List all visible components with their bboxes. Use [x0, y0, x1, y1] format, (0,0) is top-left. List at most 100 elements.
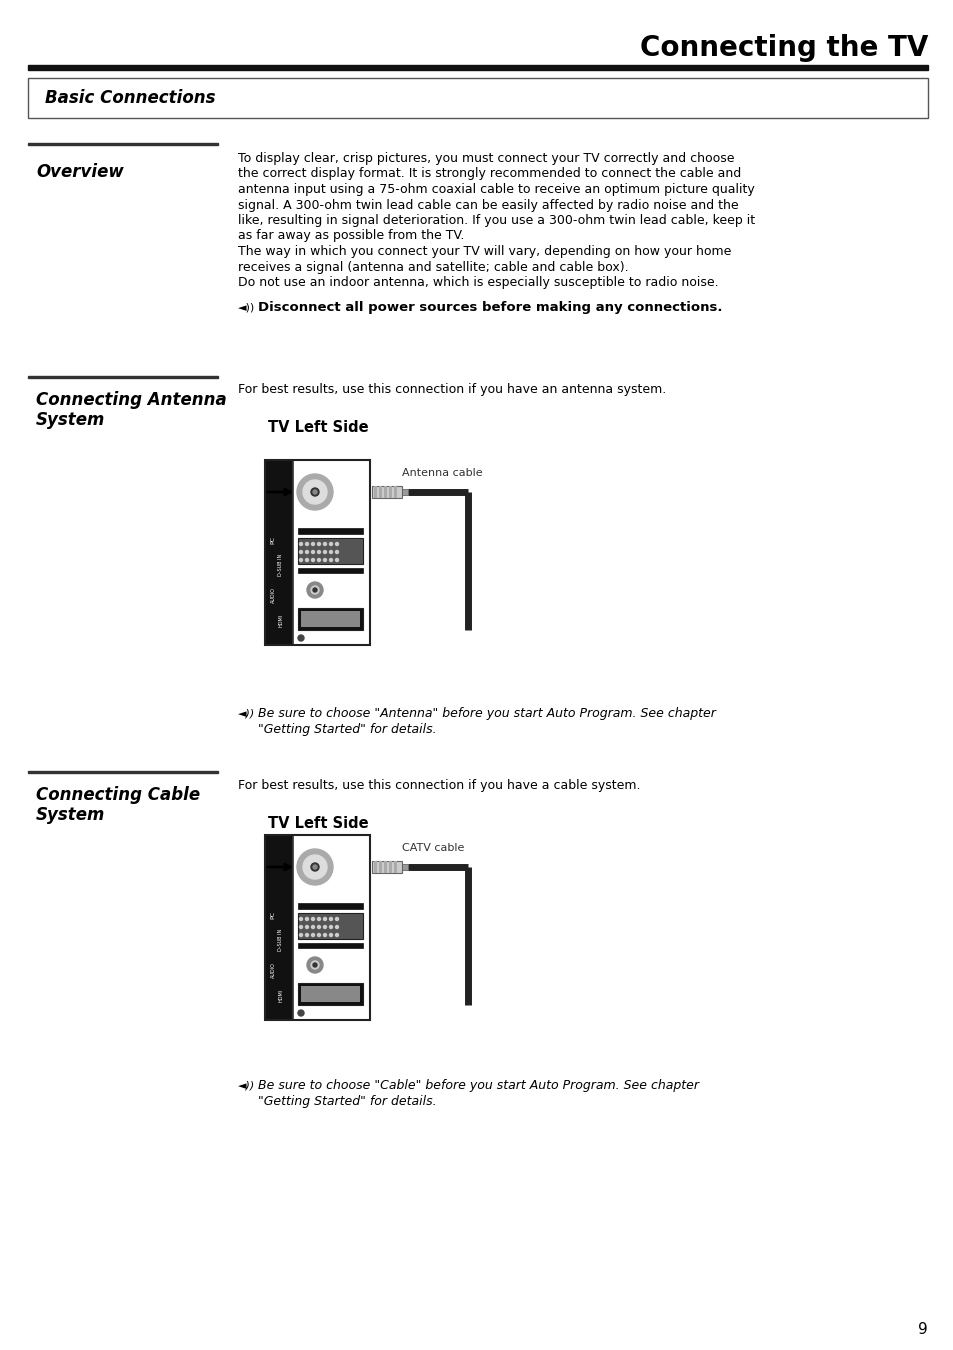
FancyBboxPatch shape: [28, 78, 927, 117]
Bar: [297, 568, 363, 572]
Circle shape: [313, 589, 316, 593]
Bar: [297, 903, 363, 909]
Circle shape: [329, 933, 333, 937]
Text: "Getting Started" for details.: "Getting Started" for details.: [257, 1095, 436, 1107]
Circle shape: [313, 490, 316, 494]
Text: CATV cable: CATV cable: [401, 842, 464, 853]
Bar: [384, 861, 387, 873]
Text: System: System: [36, 806, 105, 824]
Text: TV Left Side: TV Left Side: [268, 420, 368, 436]
Bar: [28, 143, 218, 144]
Text: Be sure to choose "Antenna" before you start Auto Program. See chapter: Be sure to choose "Antenna" before you s…: [257, 706, 715, 720]
Circle shape: [311, 961, 318, 969]
Text: System: System: [36, 410, 105, 429]
Text: To display clear, crisp pictures, you must connect your TV correctly and choose: To display clear, crisp pictures, you mu…: [237, 153, 734, 165]
Text: Connecting Antenna: Connecting Antenna: [36, 392, 227, 409]
Bar: [265, 836, 370, 1021]
Bar: [28, 65, 927, 70]
Circle shape: [312, 918, 314, 921]
Circle shape: [311, 586, 318, 594]
Circle shape: [305, 543, 308, 545]
Circle shape: [303, 855, 327, 879]
Bar: [401, 864, 408, 869]
Text: HDMI: HDMI: [278, 988, 283, 1002]
Circle shape: [311, 487, 318, 495]
Bar: [374, 486, 376, 498]
Bar: [297, 913, 363, 940]
Text: "Getting Started" for details.: "Getting Started" for details.: [257, 722, 436, 736]
Circle shape: [299, 918, 302, 921]
Bar: [372, 861, 401, 873]
Circle shape: [313, 963, 316, 967]
Circle shape: [323, 918, 326, 921]
Circle shape: [335, 918, 338, 921]
Bar: [297, 528, 363, 535]
Bar: [389, 861, 392, 873]
Circle shape: [329, 559, 333, 562]
Circle shape: [323, 551, 326, 554]
Text: For best results, use this connection if you have an antenna system.: For best results, use this connection if…: [237, 383, 665, 397]
Bar: [394, 861, 396, 873]
Circle shape: [312, 551, 314, 554]
Bar: [297, 608, 363, 630]
Text: ◄)): ◄)): [237, 707, 255, 718]
Bar: [293, 460, 370, 645]
Text: Connecting the TV: Connecting the TV: [639, 34, 927, 62]
Circle shape: [313, 865, 316, 869]
Text: AUDIO: AUDIO: [271, 963, 275, 977]
Text: 9: 9: [918, 1323, 927, 1338]
Text: the correct display format. It is strongly recommended to connect the cable and: the correct display format. It is strong…: [237, 167, 740, 181]
Circle shape: [329, 543, 333, 545]
Circle shape: [305, 551, 308, 554]
Circle shape: [305, 926, 308, 929]
Bar: [28, 375, 218, 378]
Text: The way in which you connect your TV will vary, depending on how your home: The way in which you connect your TV wil…: [237, 244, 731, 258]
Circle shape: [303, 481, 327, 504]
Circle shape: [335, 551, 338, 554]
Circle shape: [312, 559, 314, 562]
Bar: [293, 836, 370, 1021]
Text: Connecting Cable: Connecting Cable: [36, 786, 200, 805]
Bar: [378, 861, 381, 873]
Text: AUDIO: AUDIO: [271, 587, 275, 603]
Circle shape: [323, 933, 326, 937]
Circle shape: [297, 634, 304, 641]
Circle shape: [296, 474, 333, 510]
Circle shape: [323, 926, 326, 929]
Circle shape: [317, 551, 320, 554]
Circle shape: [305, 918, 308, 921]
Bar: [28, 771, 218, 774]
Text: signal. A 300-ohm twin lead cable can be easily affected by radio noise and the: signal. A 300-ohm twin lead cable can be…: [237, 198, 738, 212]
Text: antenna input using a 75-ohm coaxial cable to receive an optimum picture quality: antenna input using a 75-ohm coaxial cab…: [237, 184, 754, 196]
Bar: [394, 486, 396, 498]
Bar: [265, 460, 370, 645]
Circle shape: [317, 933, 320, 937]
Bar: [297, 539, 363, 564]
Circle shape: [297, 1010, 304, 1017]
Text: PC: PC: [271, 536, 275, 544]
Circle shape: [329, 918, 333, 921]
Bar: [378, 486, 381, 498]
Circle shape: [305, 933, 308, 937]
Text: receives a signal (antenna and satellite; cable and cable box).: receives a signal (antenna and satellite…: [237, 261, 628, 274]
Text: like, resulting in signal deterioration. If you use a 300-ohm twin lead cable, k: like, resulting in signal deterioration.…: [237, 215, 755, 227]
Circle shape: [317, 918, 320, 921]
Text: Do not use an indoor antenna, which is especially susceptible to radio noise.: Do not use an indoor antenna, which is e…: [237, 275, 718, 289]
Text: as far away as possible from the TV.: as far away as possible from the TV.: [237, 230, 464, 243]
Circle shape: [299, 926, 302, 929]
Text: For best results, use this connection if you have a cable system.: For best results, use this connection if…: [237, 779, 639, 791]
Text: HDMI: HDMI: [278, 613, 283, 626]
Circle shape: [296, 849, 333, 886]
Bar: [265, 460, 293, 645]
Circle shape: [335, 543, 338, 545]
Text: D-SUB IN: D-SUB IN: [278, 929, 283, 952]
Circle shape: [335, 559, 338, 562]
Text: Basic Connections: Basic Connections: [45, 89, 215, 107]
Bar: [384, 486, 387, 498]
Circle shape: [329, 926, 333, 929]
Circle shape: [307, 582, 323, 598]
Circle shape: [312, 926, 314, 929]
Circle shape: [299, 933, 302, 937]
Bar: [389, 486, 392, 498]
Circle shape: [312, 543, 314, 545]
